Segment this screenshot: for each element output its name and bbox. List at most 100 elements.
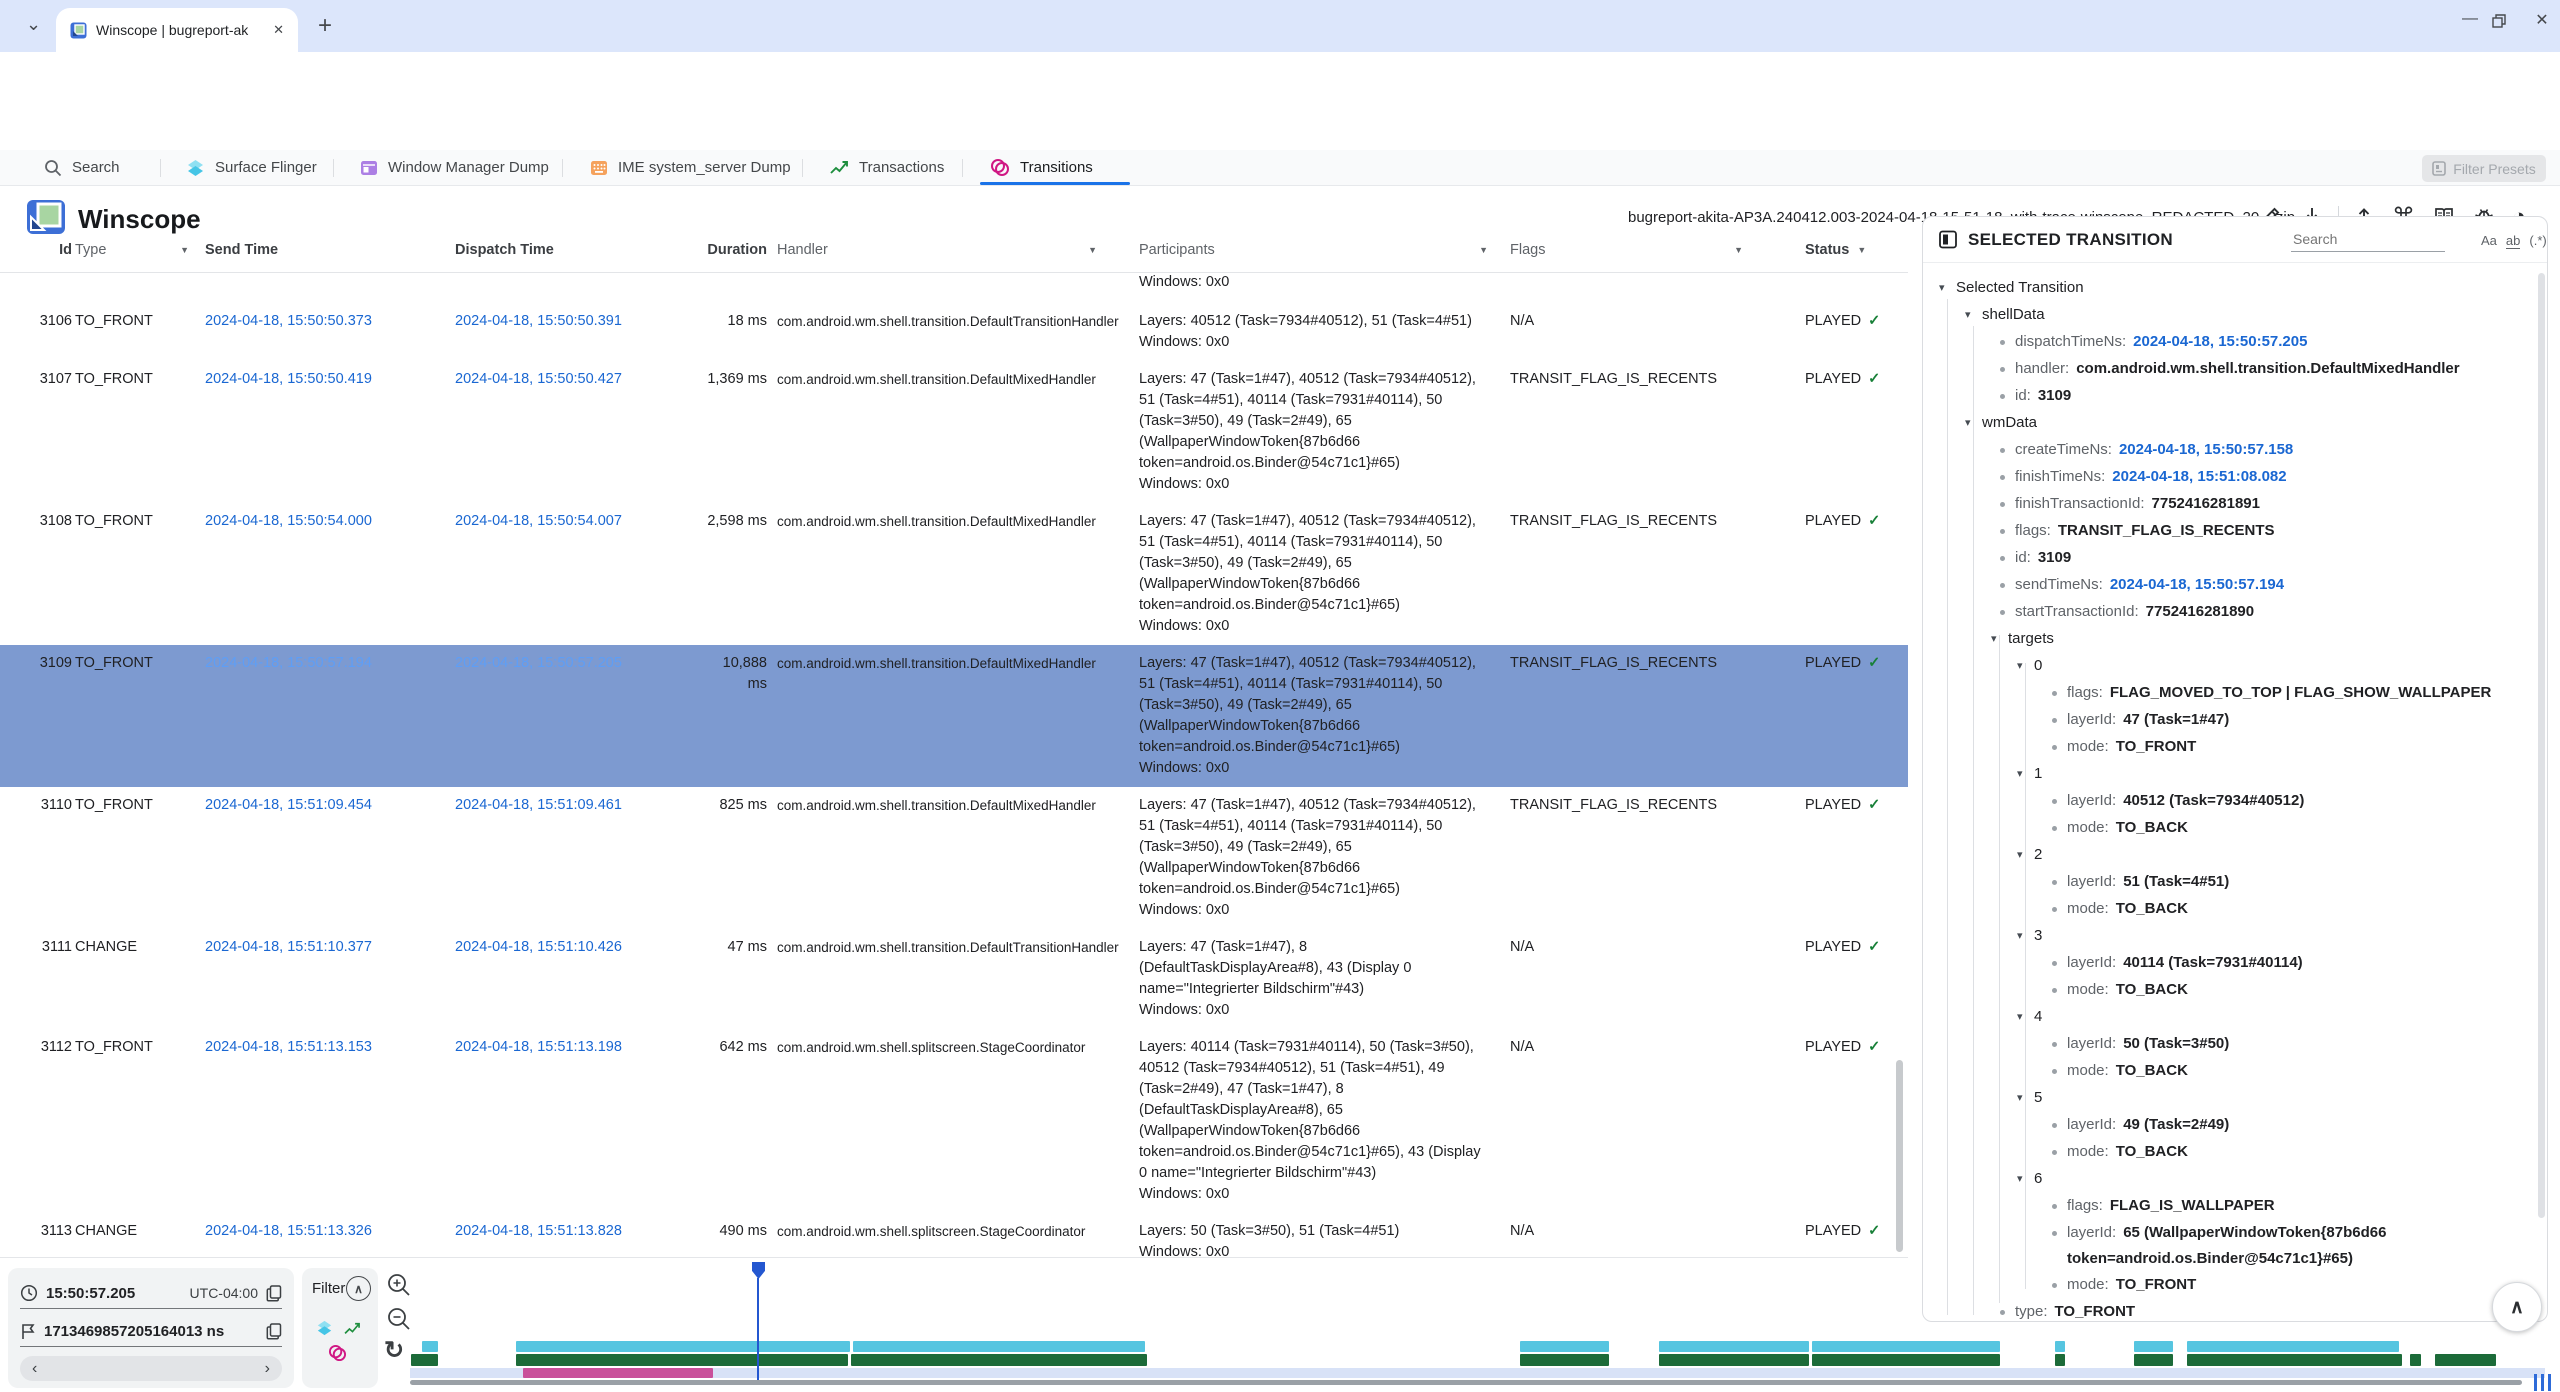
- surface-flinger-track[interactable]: [410, 1341, 2545, 1352]
- expand-arrow-icon[interactable]: ▾: [2017, 1173, 2023, 1185]
- filter-arrow-icon[interactable]: ▼: [1734, 245, 1743, 255]
- match-word-icon[interactable]: ab: [2505, 233, 2521, 249]
- tab-transactions[interactable]: Transactions: [830, 150, 944, 185]
- filter-presets-button[interactable]: Filter Presets: [2422, 155, 2546, 182]
- properties-search-input[interactable]: [2291, 227, 2445, 252]
- surface-flinger-segment[interactable]: [422, 1341, 438, 1352]
- tab-close-icon[interactable]: ✕: [273, 22, 284, 37]
- surface-flinger-segment[interactable]: [1659, 1341, 1809, 1352]
- timeline[interactable]: [410, 1262, 2551, 1392]
- send-time-link[interactable]: 2024-04-18, 15:51:13.326: [205, 1223, 372, 1239]
- scroll-to-top-button[interactable]: ∧: [2492, 1282, 2542, 1332]
- send-time-link[interactable]: 2024-04-18, 15:50:50.373: [205, 313, 372, 329]
- transactions-segment[interactable]: [2410, 1354, 2421, 1366]
- panel-scrollbar-thumb[interactable]: [2538, 273, 2545, 1218]
- copy-time-icon[interactable]: [266, 1284, 282, 1302]
- dispatch-time-link[interactable]: 2024-04-18, 15:50:57.205: [455, 655, 622, 671]
- zoom-out-button[interactable]: [386, 1306, 412, 1332]
- copy-ns-icon[interactable]: [266, 1322, 282, 1340]
- send-time-link[interactable]: 2024-04-18, 15:50:57.194: [205, 655, 372, 671]
- timeline-cursor-line[interactable]: [757, 1278, 759, 1384]
- table-row[interactable]: 3113 CHANGE 2024-04-18, 15:51:13.326 2024-0…: [0, 1213, 1908, 1256]
- table-row[interactable]: 3106 TO_FRONT 2024-04-18, 15:50:50.373 2024…: [0, 303, 1908, 361]
- filter-arrow-icon[interactable]: ▼: [1088, 245, 1097, 255]
- window-close-button[interactable]: ✕: [2535, 12, 2549, 29]
- surface-flinger-segment[interactable]: [1812, 1341, 2000, 1352]
- surface-flinger-segment[interactable]: [2055, 1341, 2065, 1352]
- dispatch-time-link[interactable]: 2024-04-18, 15:51:10.426: [455, 939, 622, 955]
- surface-flinger-segment[interactable]: [2187, 1341, 2399, 1352]
- transactions-segment[interactable]: [851, 1354, 1147, 1366]
- transactions-segment[interactable]: [516, 1354, 848, 1366]
- zoom-in-button[interactable]: [386, 1272, 412, 1298]
- surface-flinger-segment[interactable]: [2134, 1341, 2173, 1352]
- transitions-track-icon[interactable]: [328, 1344, 347, 1362]
- next-entry-button[interactable]: ›: [264, 1359, 270, 1377]
- expand-arrow-icon[interactable]: ▾: [2017, 1011, 2023, 1023]
- table-row[interactable]: 3107 TO_FRONT 2024-04-18, 15:50:50.419 2024…: [0, 361, 1908, 503]
- transitions-track[interactable]: [410, 1368, 2545, 1378]
- ns-time-field[interactable]: 1713469857205164013 ns: [20, 1316, 282, 1347]
- match-case-icon[interactable]: Aa: [2481, 233, 2497, 248]
- timeline-cursor-head[interactable]: [752, 1262, 765, 1279]
- regex-icon[interactable]: (.*): [2529, 233, 2547, 248]
- table-row[interactable]: 3109 TO_FRONT 2024-04-18, 15:50:57.194 2024…: [0, 645, 1908, 787]
- surface-flinger-segment[interactable]: [516, 1341, 850, 1352]
- dispatch-time-link[interactable]: 2024-04-18, 15:50:50.391: [455, 313, 622, 329]
- filter-collapse-button[interactable]: ∧: [346, 1276, 371, 1301]
- filter-arrow-icon[interactable]: ▼: [1857, 245, 1867, 255]
- transitions-segment[interactable]: [523, 1368, 713, 1378]
- timeline-scrollbar[interactable]: [410, 1380, 2522, 1385]
- expand-arrow-icon[interactable]: ▾: [2017, 1092, 2023, 1104]
- table-row[interactable]: 3112 TO_FRONT 2024-04-18, 15:51:13.153 2024…: [0, 1029, 1908, 1213]
- tab-transitions[interactable]: Transitions: [990, 150, 1093, 185]
- table-row[interactable]: 3110 TO_FRONT 2024-04-18, 15:51:09.454 2024…: [0, 787, 1908, 929]
- transactions-segment[interactable]: [1659, 1354, 1809, 1366]
- surface-flinger-segment[interactable]: [853, 1341, 1145, 1352]
- expand-arrow-icon[interactable]: ▾: [2017, 660, 2023, 672]
- transactions-track-icon[interactable]: [344, 1322, 361, 1336]
- prev-entry-button[interactable]: ‹: [32, 1359, 38, 1377]
- transactions-segment[interactable]: [411, 1354, 438, 1366]
- timeline-range-tick[interactable]: [2548, 1374, 2551, 1391]
- tab-search[interactable]: Search: [44, 150, 120, 185]
- tab-search-chevron-icon[interactable]: ⌄: [26, 14, 42, 34]
- dispatch-time-link[interactable]: 2024-04-18, 15:51:13.198: [455, 1039, 622, 1055]
- surface-flinger-segment[interactable]: [1520, 1341, 1609, 1352]
- transactions-segment[interactable]: [2187, 1354, 2402, 1366]
- filter-arrow-icon[interactable]: ▼: [1479, 245, 1488, 255]
- table-scrollbar-thumb[interactable]: [1896, 1060, 1903, 1252]
- expand-arrow-icon[interactable]: ▾: [2017, 849, 2023, 861]
- dispatch-time-link[interactable]: 2024-04-18, 15:51:13.828: [455, 1223, 622, 1239]
- browser-tab[interactable]: Winscope | bugreport-ak ✕: [56, 8, 298, 52]
- send-time-link[interactable]: 2024-04-18, 15:50:50.419: [205, 371, 372, 387]
- send-time-link[interactable]: 2024-04-18, 15:50:54.000: [205, 513, 372, 529]
- window-restore-button[interactable]: [2492, 14, 2522, 28]
- expand-arrow-icon[interactable]: ▾: [1965, 309, 1971, 321]
- tab-window-manager-dump[interactable]: Window Manager Dump: [360, 150, 549, 185]
- dispatch-time-link[interactable]: 2024-04-18, 15:50:50.427: [455, 371, 622, 387]
- human-time-field[interactable]: 15:50:57.205 UTC-04:00: [20, 1278, 282, 1309]
- filter-arrow-icon[interactable]: ▼: [180, 245, 189, 255]
- send-time-link[interactable]: 2024-04-18, 15:51:10.377: [205, 939, 372, 955]
- send-time-link[interactable]: 2024-04-18, 15:51:13.153: [205, 1039, 372, 1055]
- tab-surface-flinger[interactable]: Surface Flinger: [186, 150, 317, 185]
- transactions-segment[interactable]: [2134, 1354, 2173, 1366]
- tab-ime-system-server-dump[interactable]: IME system_server Dump: [590, 150, 791, 185]
- transactions-track[interactable]: [410, 1354, 2545, 1366]
- expand-arrow-icon[interactable]: ▾: [2017, 930, 2023, 942]
- send-time-link[interactable]: 2024-04-18, 15:51:09.454: [205, 797, 372, 813]
- timeline-range-tick[interactable]: [2541, 1374, 2544, 1391]
- table-row[interactable]: 3108 TO_FRONT 2024-04-18, 15:50:54.000 2024…: [0, 503, 1908, 645]
- transactions-segment[interactable]: [2435, 1354, 2496, 1366]
- expand-arrow-icon[interactable]: ▾: [1965, 417, 1971, 429]
- transactions-segment[interactable]: [1520, 1354, 1609, 1366]
- window-minimize-button[interactable]: —: [2462, 10, 2478, 27]
- expand-arrow-icon[interactable]: ▾: [2017, 768, 2023, 780]
- surface-flinger-track-icon[interactable]: [316, 1320, 333, 1336]
- expand-arrow-icon[interactable]: ▾: [1991, 633, 1997, 645]
- transactions-segment[interactable]: [2055, 1354, 2065, 1366]
- timeline-range-tick[interactable]: [2534, 1374, 2537, 1391]
- table-row[interactable]: 3111 CHANGE 2024-04-18, 15:51:10.377 2024-0…: [0, 929, 1908, 1029]
- expand-arrow-icon[interactable]: ▾: [1939, 282, 1945, 294]
